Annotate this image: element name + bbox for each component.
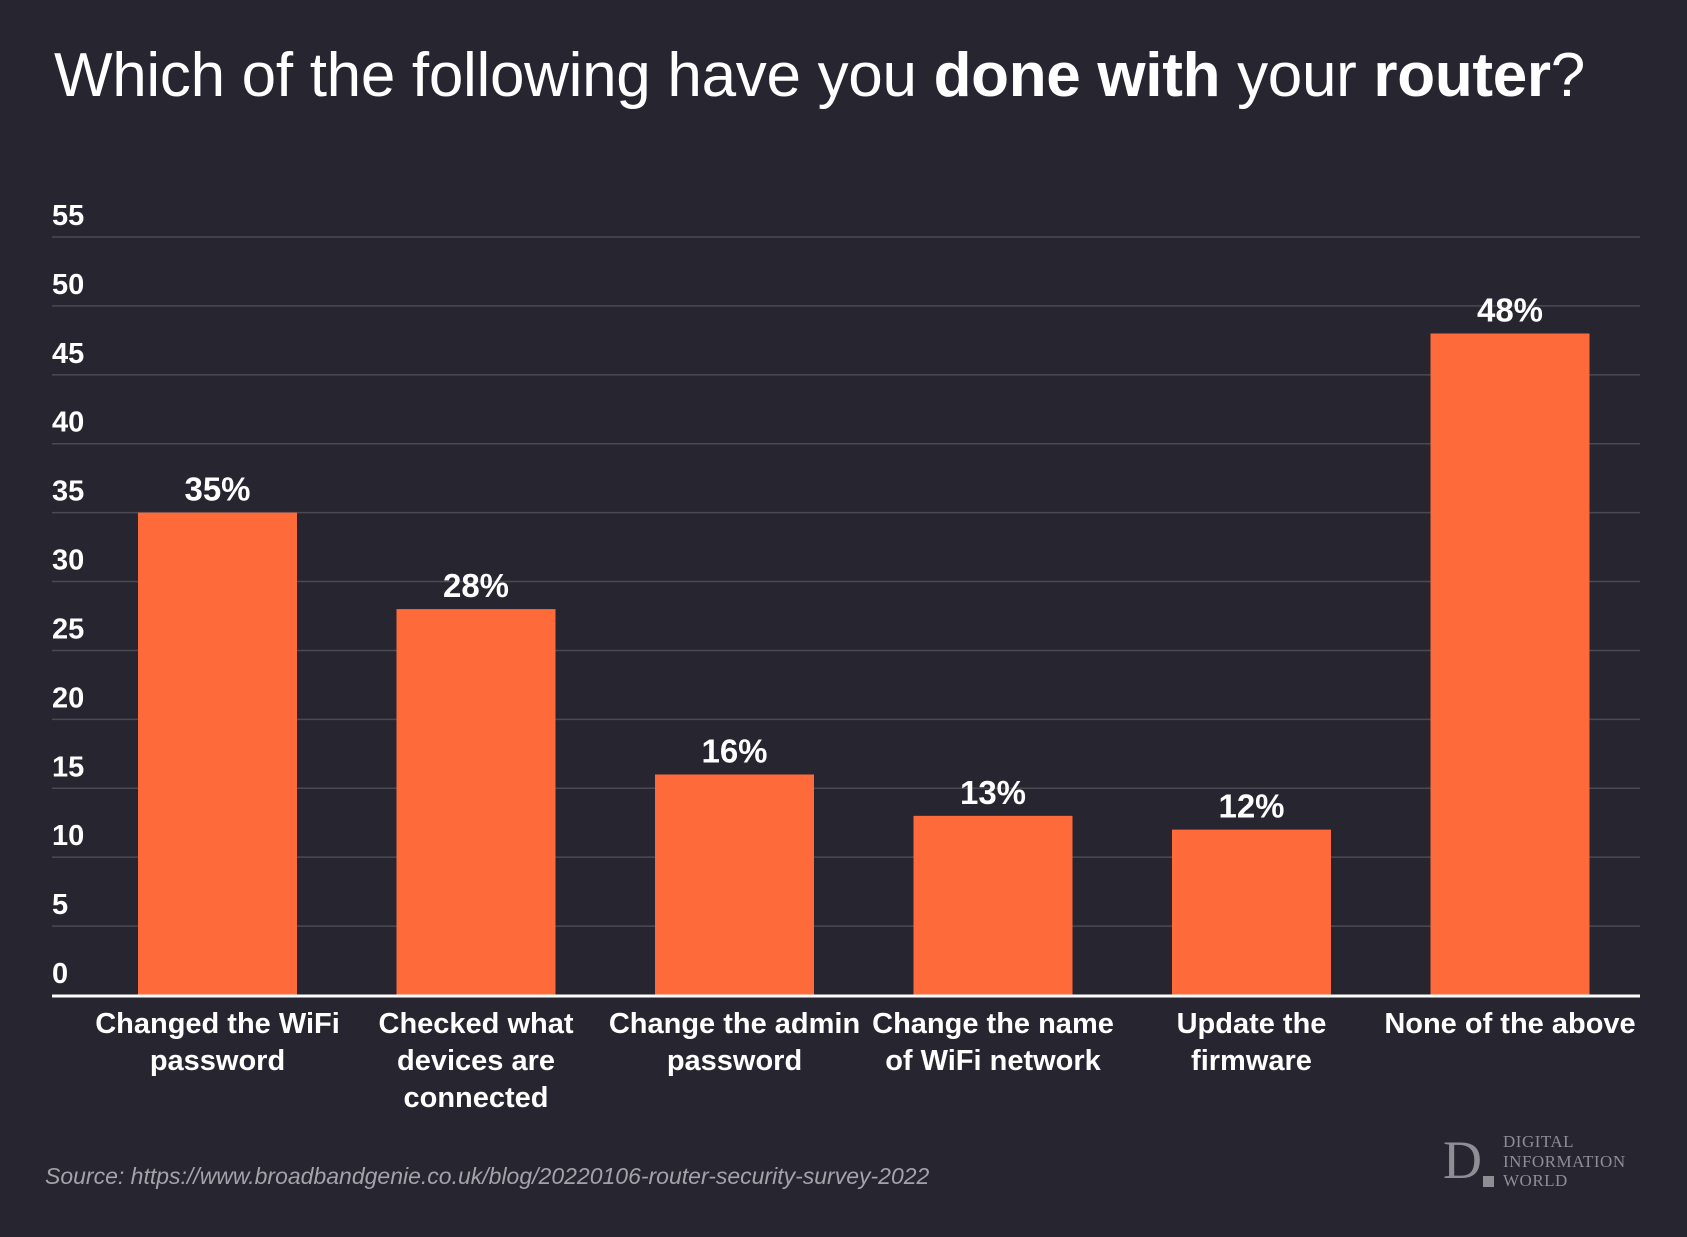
chart-title: Which of the following have you done wit… <box>54 40 1585 111</box>
x-tick-label-line: devices are <box>397 1045 555 1077</box>
y-tick-label: 55 <box>52 200 84 232</box>
x-tick-label: None of the above <box>1384 1008 1635 1040</box>
bar <box>1430 333 1590 995</box>
y-tick-label: 50 <box>52 269 84 301</box>
bar <box>138 512 297 995</box>
value-label: 35% <box>184 471 250 508</box>
x-tick-label: Update the firmware <box>1177 1008 1327 1077</box>
source-note: Source: https://www.broadbandgenie.co.uk… <box>45 1163 930 1189</box>
y-tick-label: 5 <box>52 889 68 921</box>
y-tick-label: 25 <box>52 613 84 645</box>
logo-line-2: INFORMATION <box>1503 1151 1626 1171</box>
gridlines <box>52 236 1640 927</box>
value-label: 28% <box>443 567 509 604</box>
x-tick-label-line: Changed the WiFi <box>95 1008 340 1040</box>
y-tick-label: 35 <box>52 476 84 508</box>
y-tick-label: 45 <box>52 338 84 370</box>
x-axis-labels: Changed the WiFi password Checked what devi… <box>95 1008 1635 1114</box>
x-tick-label-line: password <box>150 1045 285 1077</box>
y-tick-label: 0 <box>52 958 68 990</box>
x-tick-label: Checked what devices are connected <box>379 1008 574 1114</box>
y-tick-label: 30 <box>52 545 84 577</box>
publisher-logo: D DIGITAL INFORMATION WORLD <box>1443 1130 1633 1190</box>
title-bold-1: done with <box>933 41 1221 110</box>
logo-line-1: DIGITAL <box>1503 1132 1575 1151</box>
bars <box>138 333 1590 995</box>
x-tick-label: Changed the WiFi password <box>95 1008 340 1077</box>
x-tick-label-line: None of the above <box>1384 1008 1635 1040</box>
x-tick-label-line: Checked what <box>379 1008 574 1040</box>
x-tick-label-line: firmware <box>1191 1045 1312 1077</box>
x-tick-label: Change the name of WiFi network <box>872 1008 1114 1077</box>
value-label: 13% <box>960 774 1026 811</box>
x-tick-label-line: Change the name <box>872 1008 1114 1040</box>
logo-square-icon <box>1483 1176 1494 1187</box>
title-part-3: ? <box>1550 41 1585 110</box>
title-part-1: Which of the following have you <box>54 41 934 110</box>
logo-mark: D <box>1443 1130 1482 1190</box>
value-label: 16% <box>701 732 767 769</box>
x-tick-label-line: password <box>667 1045 802 1077</box>
value-labels: 35% 28% 16% 13% 12% 48% <box>184 291 1543 824</box>
title-part-2: your <box>1220 41 1374 110</box>
bar <box>655 774 814 995</box>
y-tick-label: 10 <box>52 820 84 852</box>
y-tick-label: 15 <box>52 751 84 783</box>
logo-text: DIGITAL INFORMATION WORLD <box>1503 1132 1626 1191</box>
bar <box>913 815 1073 995</box>
logo-line-3: WORLD <box>1503 1171 1568 1190</box>
y-tick-label: 40 <box>52 407 84 439</box>
bar <box>1172 829 1331 995</box>
y-axis-ticks: 0 5 10 15 20 25 30 35 40 45 50 55 <box>52 200 84 990</box>
x-tick-label-line: Change the admin <box>609 1008 860 1040</box>
bar <box>396 609 556 995</box>
x-tick-label-line: of WiFi network <box>885 1045 1101 1077</box>
y-tick-label: 20 <box>52 682 84 714</box>
value-label: 48% <box>1477 291 1543 328</box>
x-tick-label: Change the admin password <box>609 1008 860 1077</box>
x-tick-label-line: connected <box>403 1082 548 1114</box>
value-label: 12% <box>1218 788 1284 825</box>
x-tick-label-line: Update the <box>1177 1008 1327 1040</box>
title-bold-2: router <box>1373 41 1551 110</box>
